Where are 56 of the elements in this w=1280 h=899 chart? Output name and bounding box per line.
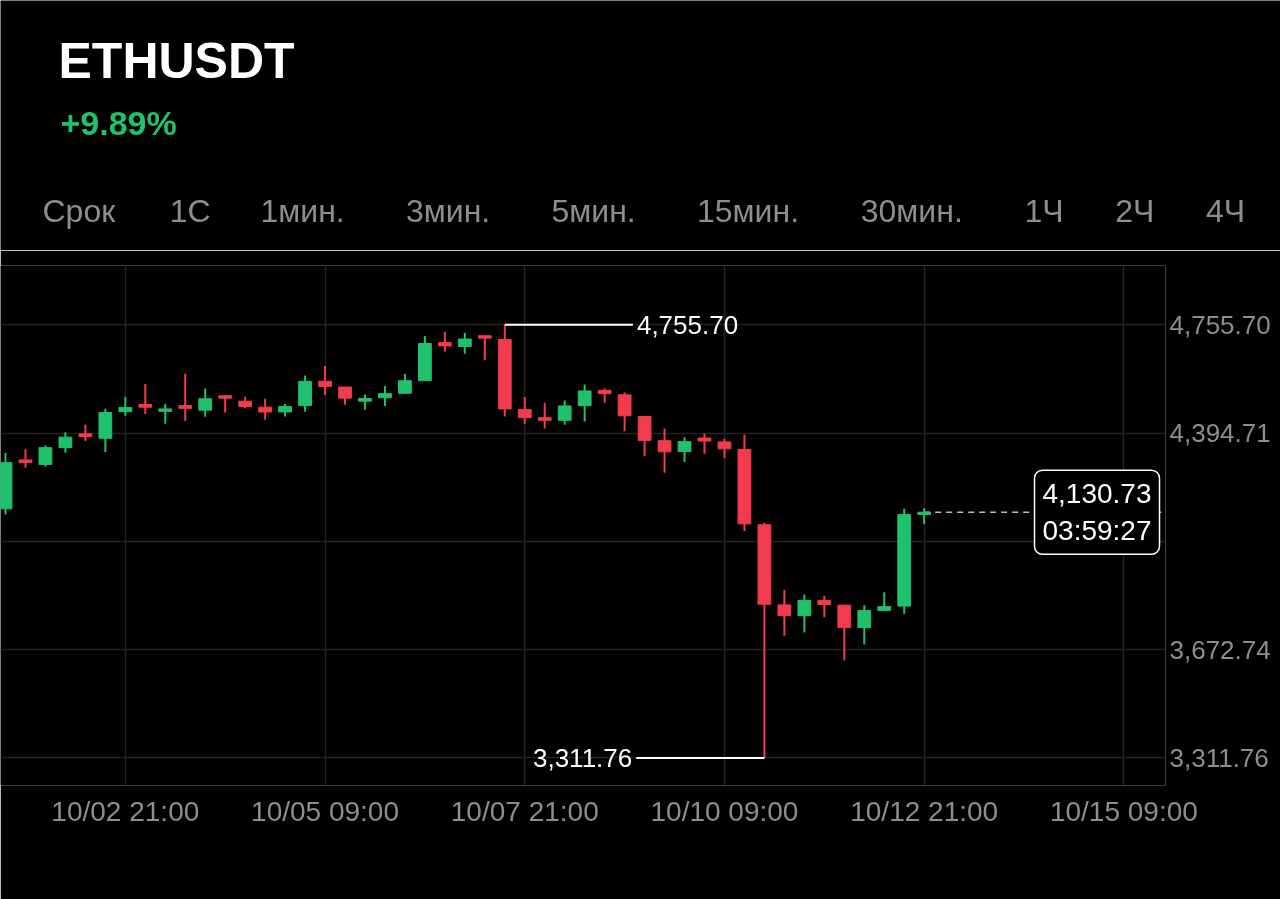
y-tick-label: 4,394.71 (1169, 418, 1271, 449)
candlestick (697, 432, 712, 455)
x-tick-label: 10/10 09:00 (650, 795, 799, 827)
text: 1мин. (260, 192, 345, 229)
candlestick (477, 334, 492, 362)
x-tick-label: 10/07 21:00 (450, 795, 599, 827)
candlestick (657, 427, 672, 474)
text: 5мин. (551, 192, 636, 229)
candlestick (517, 395, 532, 425)
candlestick (138, 383, 153, 416)
candlestick (857, 604, 872, 646)
candlestick (258, 397, 273, 421)
candlestick (617, 391, 632, 433)
text: 4Ч (1206, 192, 1246, 229)
candlestick (797, 593, 812, 634)
text: 2Ч (1115, 192, 1155, 229)
text: 30мин. (860, 192, 963, 229)
candlestick (398, 372, 412, 395)
candlestick (58, 431, 73, 454)
candlestick (158, 402, 173, 425)
chart-subtitle: +9.89% (60, 103, 177, 142)
y-tick-label: 4,755.70 (1169, 309, 1271, 340)
annotation: 4,755.70 (636, 309, 739, 340)
y-tick-label: 3,311.76 (1169, 742, 1269, 773)
x-tick-label: 10/12 21:00 (850, 795, 999, 827)
text: 3мин. (406, 192, 491, 229)
candlestick (577, 383, 592, 423)
candlestick (457, 331, 472, 355)
candlestick (378, 385, 392, 407)
text: 15мин. (697, 192, 800, 229)
candlestick (557, 399, 572, 426)
candlestick (877, 591, 892, 612)
chart-title: ETHUSDT (58, 32, 295, 89)
ref-line-label: 4,130.73 03:59:27 (1042, 478, 1152, 547)
x-tick-label: 10/02 21:00 (51, 795, 200, 827)
x-tick-label: 10/15 09:00 (1049, 795, 1198, 827)
candlestick (178, 372, 193, 422)
candlestick (777, 588, 792, 637)
candlestick (537, 401, 552, 430)
candlestick (677, 436, 692, 464)
text: 1С (169, 192, 211, 229)
candlestick (198, 387, 213, 418)
candlestick (817, 594, 832, 619)
candlestick (437, 330, 452, 353)
candlestick (637, 415, 652, 458)
annotation: 3,311.76 (532, 742, 633, 773)
y-tick-label: 3,672.74 (1169, 634, 1271, 665)
text: Срок (42, 192, 117, 229)
text: 1Ч (1024, 192, 1064, 229)
candlestick (717, 437, 732, 460)
candlestick (318, 365, 332, 397)
candlestick (837, 604, 852, 662)
candlestick (18, 448, 33, 469)
x-tick-label: 10/05 09:00 (251, 795, 399, 827)
candlestick (38, 444, 53, 468)
candlestick (118, 395, 133, 417)
